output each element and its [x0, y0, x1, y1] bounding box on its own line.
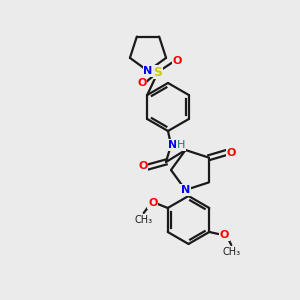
Text: O: O — [137, 78, 147, 88]
Text: N: N — [168, 140, 178, 150]
Text: O: O — [172, 56, 182, 66]
Text: H: H — [177, 140, 185, 150]
Text: O: O — [220, 230, 229, 240]
Text: N: N — [181, 185, 190, 195]
Text: CH₃: CH₃ — [135, 215, 153, 225]
Text: O: O — [148, 198, 158, 208]
Text: N: N — [143, 66, 153, 76]
Text: CH₃: CH₃ — [222, 247, 240, 257]
Text: O: O — [226, 148, 236, 158]
Text: O: O — [138, 161, 148, 171]
Text: S: S — [154, 65, 163, 79]
